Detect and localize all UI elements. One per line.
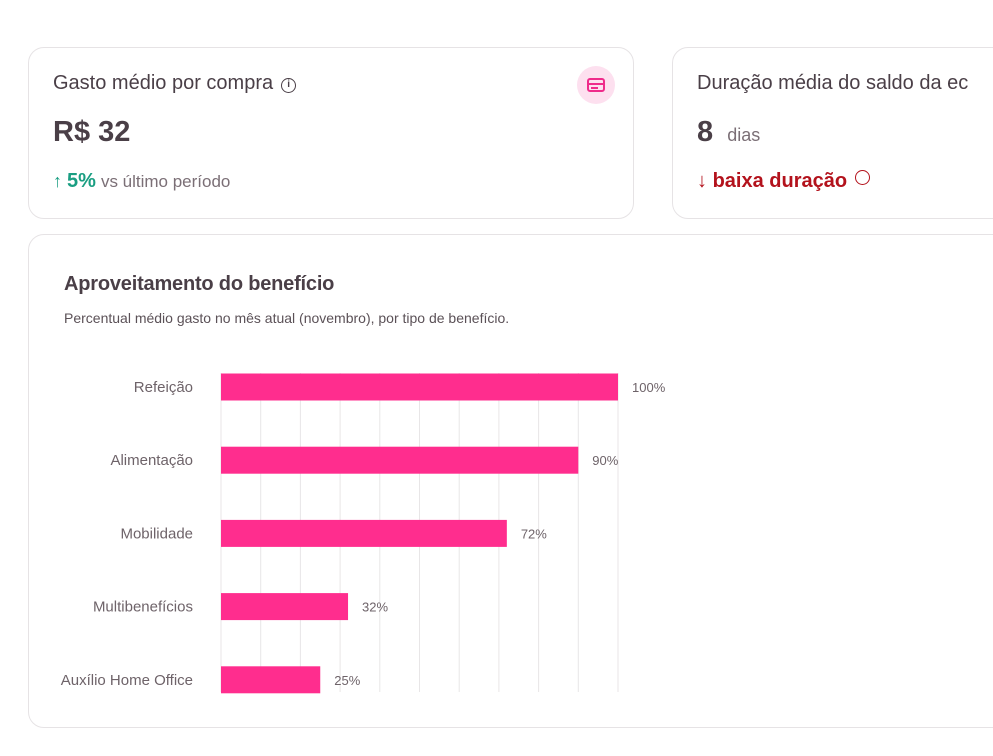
value-label: 72% — [521, 526, 547, 541]
bar — [221, 373, 618, 401]
bar — [221, 593, 349, 621]
info-icon[interactable] — [855, 170, 871, 185]
balance-duration-title: Duração média do saldo da ec — [697, 72, 969, 94]
balance-duration-value: 8 dias — [697, 116, 761, 148]
bar — [221, 666, 321, 694]
value-label: 90% — [592, 453, 618, 468]
category-label: Auxílio Home Office — [61, 672, 193, 689]
info-icon[interactable]: i — [281, 78, 297, 93]
value-label: 100% — [632, 380, 666, 395]
avg-spend-value: R$ 32 — [53, 116, 131, 148]
bar — [221, 519, 507, 547]
category-label: Refeição — [134, 379, 193, 396]
bar — [221, 446, 579, 474]
avg-spend-trend: ↑ 5% vs último período — [53, 170, 231, 192]
category-label: Alimentação — [110, 452, 193, 469]
chart-title: Aproveitamento do benefício — [64, 273, 335, 295]
value-label: 32% — [362, 600, 388, 615]
credit-card-icon — [577, 66, 615, 104]
avg-spend-card: Gasto médio por compra i R$ 32 ↑ 5% vs úl… — [28, 47, 634, 219]
avg-spend-title: Gasto médio por compra i — [53, 72, 297, 95]
balance-duration-status: ↓ baixa duração — [697, 170, 871, 193]
chart-description: Percentual médio gasto no mês atual (nov… — [64, 310, 510, 326]
category-label: Multibenefícios — [93, 599, 193, 616]
value-label: 25% — [334, 673, 360, 688]
benefit-usage-card: Aproveitamento do benefício Percentual m… — [28, 234, 993, 728]
balance-duration-card: Duração média do saldo da ec 8 dias ↓ ba… — [672, 47, 993, 219]
arrow-down-icon: ↓ — [697, 170, 707, 192]
arrow-up-icon: ↑ — [53, 171, 62, 191]
category-label: Mobilidade — [120, 525, 193, 542]
